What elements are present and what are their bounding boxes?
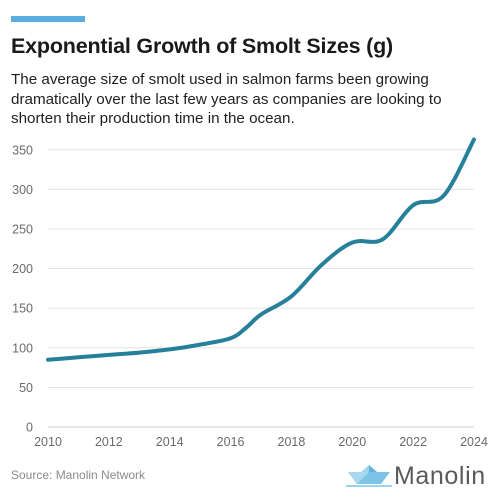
accent-bar [11,16,85,22]
y-tick-label: 250 [12,223,33,237]
brand-name: Manolin [394,462,486,490]
series-line [46,137,476,362]
x-tick-label: 2018 [278,435,306,449]
chart-title: Exponential Growth of Smolt Sizes (g) [11,34,394,58]
x-tick-label: 2012 [95,435,123,449]
x-tick-label: 2010 [34,435,62,449]
source-note: Source: Manolin Network [11,468,146,482]
paper-boat-icon [346,465,392,487]
y-tick-label: 150 [12,302,33,316]
brand-logo: Manolin [346,458,491,492]
y-tick-label: 300 [12,183,33,197]
chart-subtitle: The average size of smolt used in salmon… [11,71,442,127]
y-tick-label: 50 [19,381,33,395]
y-tick-label: 100 [12,341,33,355]
y-tick-label: 200 [12,262,33,276]
x-tick-label: 2024 [460,435,488,449]
x-tick-label: 2014 [156,435,184,449]
x-tick-label: 2020 [338,435,366,449]
x-tick-label: 2022 [399,435,427,449]
y-tick-label: 350 [12,143,33,157]
x-tick-label: 2016 [217,435,245,449]
y-tick-label: 0 [26,421,33,435]
